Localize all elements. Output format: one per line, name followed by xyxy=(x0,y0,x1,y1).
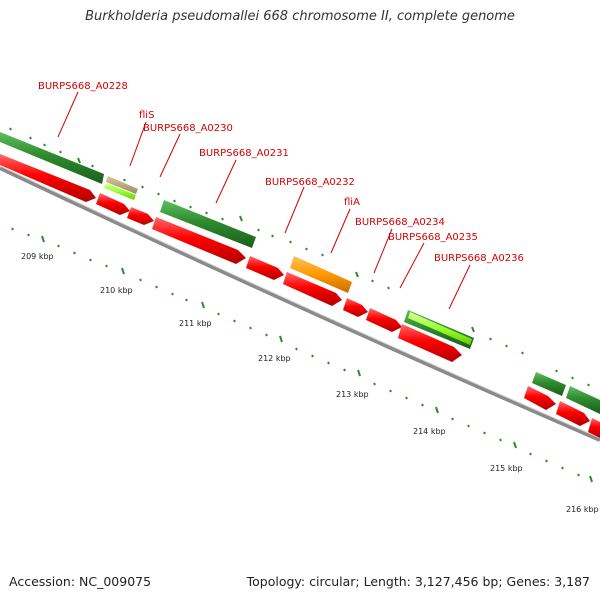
gene-label-BURPS668_A0236[interactable]: BURPS668_A0236 xyxy=(434,253,524,264)
gene-fwd-11[interactable] xyxy=(556,401,590,426)
gene-fwd-10[interactable] xyxy=(524,386,556,410)
genome-backbone xyxy=(0,166,600,442)
topology-info: Topology: circular; Length: 3,127,456 bp… xyxy=(246,574,590,589)
gene-BURPS668_A0236-lime[interactable] xyxy=(408,312,472,345)
gene-fwd-1[interactable] xyxy=(0,154,96,202)
gene-fwd-5[interactable] xyxy=(246,256,284,280)
gene-right-1[interactable] xyxy=(532,372,566,396)
gene-fwd-8[interactable] xyxy=(366,308,402,332)
scale-label-214: 214 kbp xyxy=(413,427,446,436)
map-title: Burkholderia pseudomallei 668 chromosome… xyxy=(85,9,515,24)
gene-fwd-4[interactable] xyxy=(152,217,246,264)
gene-label-BURPS668_A0231[interactable]: BURPS668_A0231 xyxy=(199,148,289,159)
gene-right-2[interactable] xyxy=(566,386,600,414)
gene-label-fliS[interactable]: fliS xyxy=(139,110,154,121)
gene-labels: BURPS668_A0228 fliS BURPS668_A0230 BURPS… xyxy=(38,81,524,264)
outer-tick-row xyxy=(9,127,590,387)
inner-tick-row xyxy=(11,227,593,483)
gene-fwd-6[interactable] xyxy=(283,272,342,306)
gene-label-BURPS668_A0235[interactable]: BURPS668_A0235 xyxy=(388,232,478,243)
scale-label-211: 211 kbp xyxy=(179,319,212,328)
gene-label-BURPS668_A0234[interactable]: BURPS668_A0234 xyxy=(355,217,445,228)
gene-fwd-7[interactable] xyxy=(343,298,368,317)
gene-fwd-9[interactable] xyxy=(398,324,462,362)
scale-labels: 209 kbp 210 kbp 211 kbp 212 kbp 213 kbp … xyxy=(21,252,599,514)
gene-label-BURPS668_A0228[interactable]: BURPS668_A0228 xyxy=(38,81,128,92)
gene-fwd-3[interactable] xyxy=(127,207,154,225)
gene-BURPS668_A0228[interactable] xyxy=(0,132,104,184)
scale-label-209: 209 kbp xyxy=(21,252,54,261)
scale-label-216: 216 kbp xyxy=(566,505,599,514)
gene-fliS-inner[interactable] xyxy=(104,183,136,200)
genome-backbone-highlight xyxy=(0,165,600,439)
scale-label-213: 213 kbp xyxy=(336,390,369,399)
gene-fliS[interactable] xyxy=(106,176,138,194)
gene-fwd-2[interactable] xyxy=(96,193,130,215)
scale-label-215: 215 kbp xyxy=(490,464,523,473)
gene-BURPS668_A0231[interactable] xyxy=(160,200,256,248)
gene-fwd-12[interactable] xyxy=(588,418,600,438)
gene-label-BURPS668_A0230[interactable]: BURPS668_A0230 xyxy=(143,123,233,134)
label-leaders xyxy=(57,91,471,310)
gene-fliA[interactable] xyxy=(290,256,352,293)
forward-strand-genes xyxy=(0,154,600,438)
scale-label-210: 210 kbp xyxy=(100,286,133,295)
gene-label-BURPS668_A0232[interactable]: BURPS668_A0232 xyxy=(265,177,355,188)
scale-label-212: 212 kbp xyxy=(258,354,291,363)
gene-label-fliA[interactable]: fliA xyxy=(344,197,360,208)
accession-info: Accession: NC_009075 xyxy=(9,574,152,589)
reverse-strand-genes xyxy=(0,132,600,414)
